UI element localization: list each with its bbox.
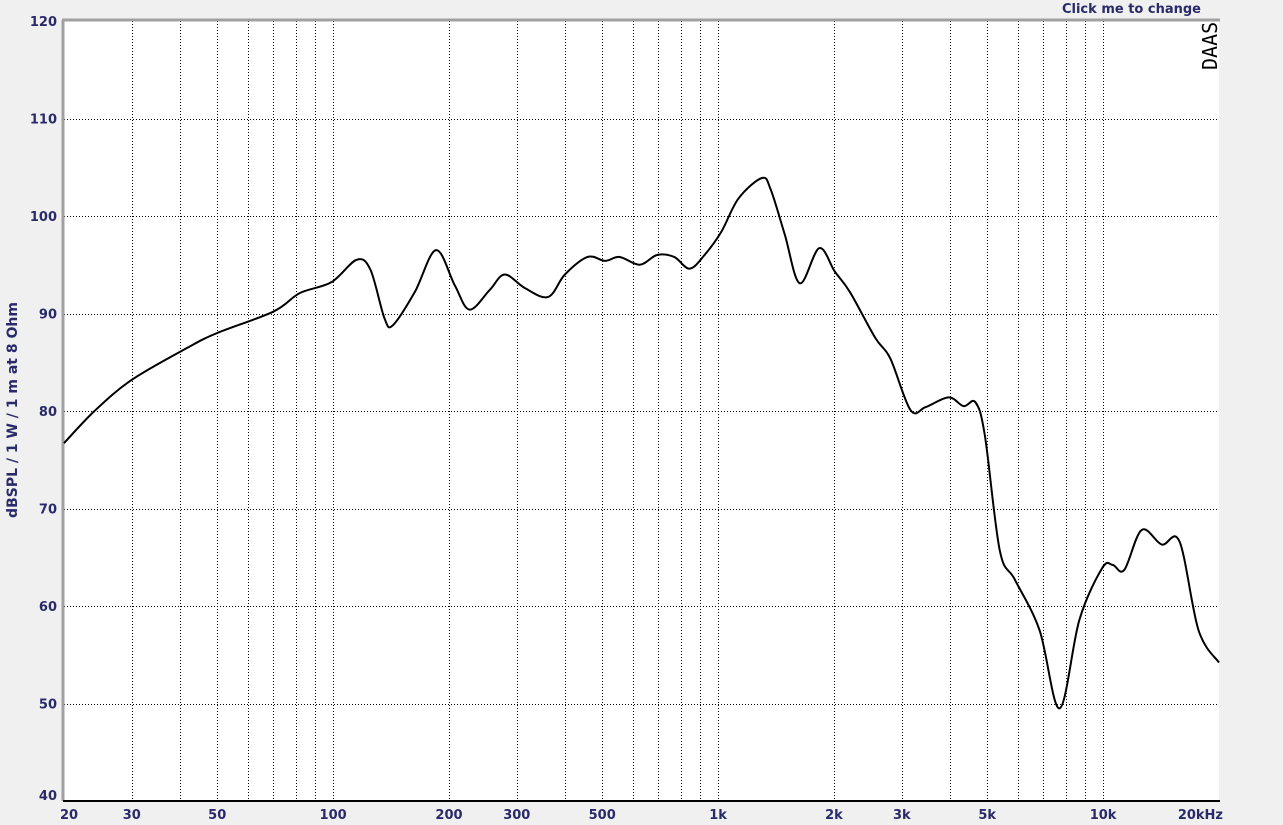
daas-logo: DAAS [1198, 22, 1222, 70]
x-tick-label: 50 [208, 808, 226, 823]
x-tick-label: 30 [123, 808, 141, 823]
x-tick-label: 100 [320, 808, 347, 823]
x-tick-label: 3k [893, 808, 911, 823]
series-line [63, 176, 1220, 710]
x-tick-label: 10k [1090, 808, 1117, 823]
y-tick-label: 60 [39, 600, 57, 615]
x-axis-ticks: 20 30 50 100 200 300 500 1k 2k 3k 5k 10k 20kHz [60, 808, 1223, 823]
x-tick-label: 5k [978, 808, 996, 823]
y-tick-label: 120 [30, 15, 57, 30]
x-tick-label: 20kHz [1178, 808, 1223, 823]
y-tick-label: 100 [30, 210, 57, 225]
x-tick-label: 500 [589, 808, 616, 823]
grid [64, 21, 1219, 801]
y-axis-label: dBSPL / 1 W / 1 m at 8 Ohm [5, 302, 21, 518]
x-tick-label: 1k [709, 808, 727, 823]
y-tick-label: 80 [39, 405, 57, 420]
y-tick-label: 70 [39, 503, 57, 518]
y-axis-ticks: 40 50 60 70 80 90 100 110 120 [30, 15, 57, 804]
x-tick-label: 300 [503, 808, 530, 823]
y-tick-label: 110 [30, 113, 57, 128]
y-tick-label: 90 [39, 308, 57, 323]
x-tick-label: 200 [435, 808, 462, 823]
change-settings-link[interactable]: Click me to change [1061, 2, 1201, 17]
x-tick-label: 2k [825, 808, 843, 823]
y-tick-label: 40 [39, 789, 57, 804]
y-tick-label: 50 [39, 698, 57, 713]
x-tick-label: 20 [60, 808, 78, 823]
